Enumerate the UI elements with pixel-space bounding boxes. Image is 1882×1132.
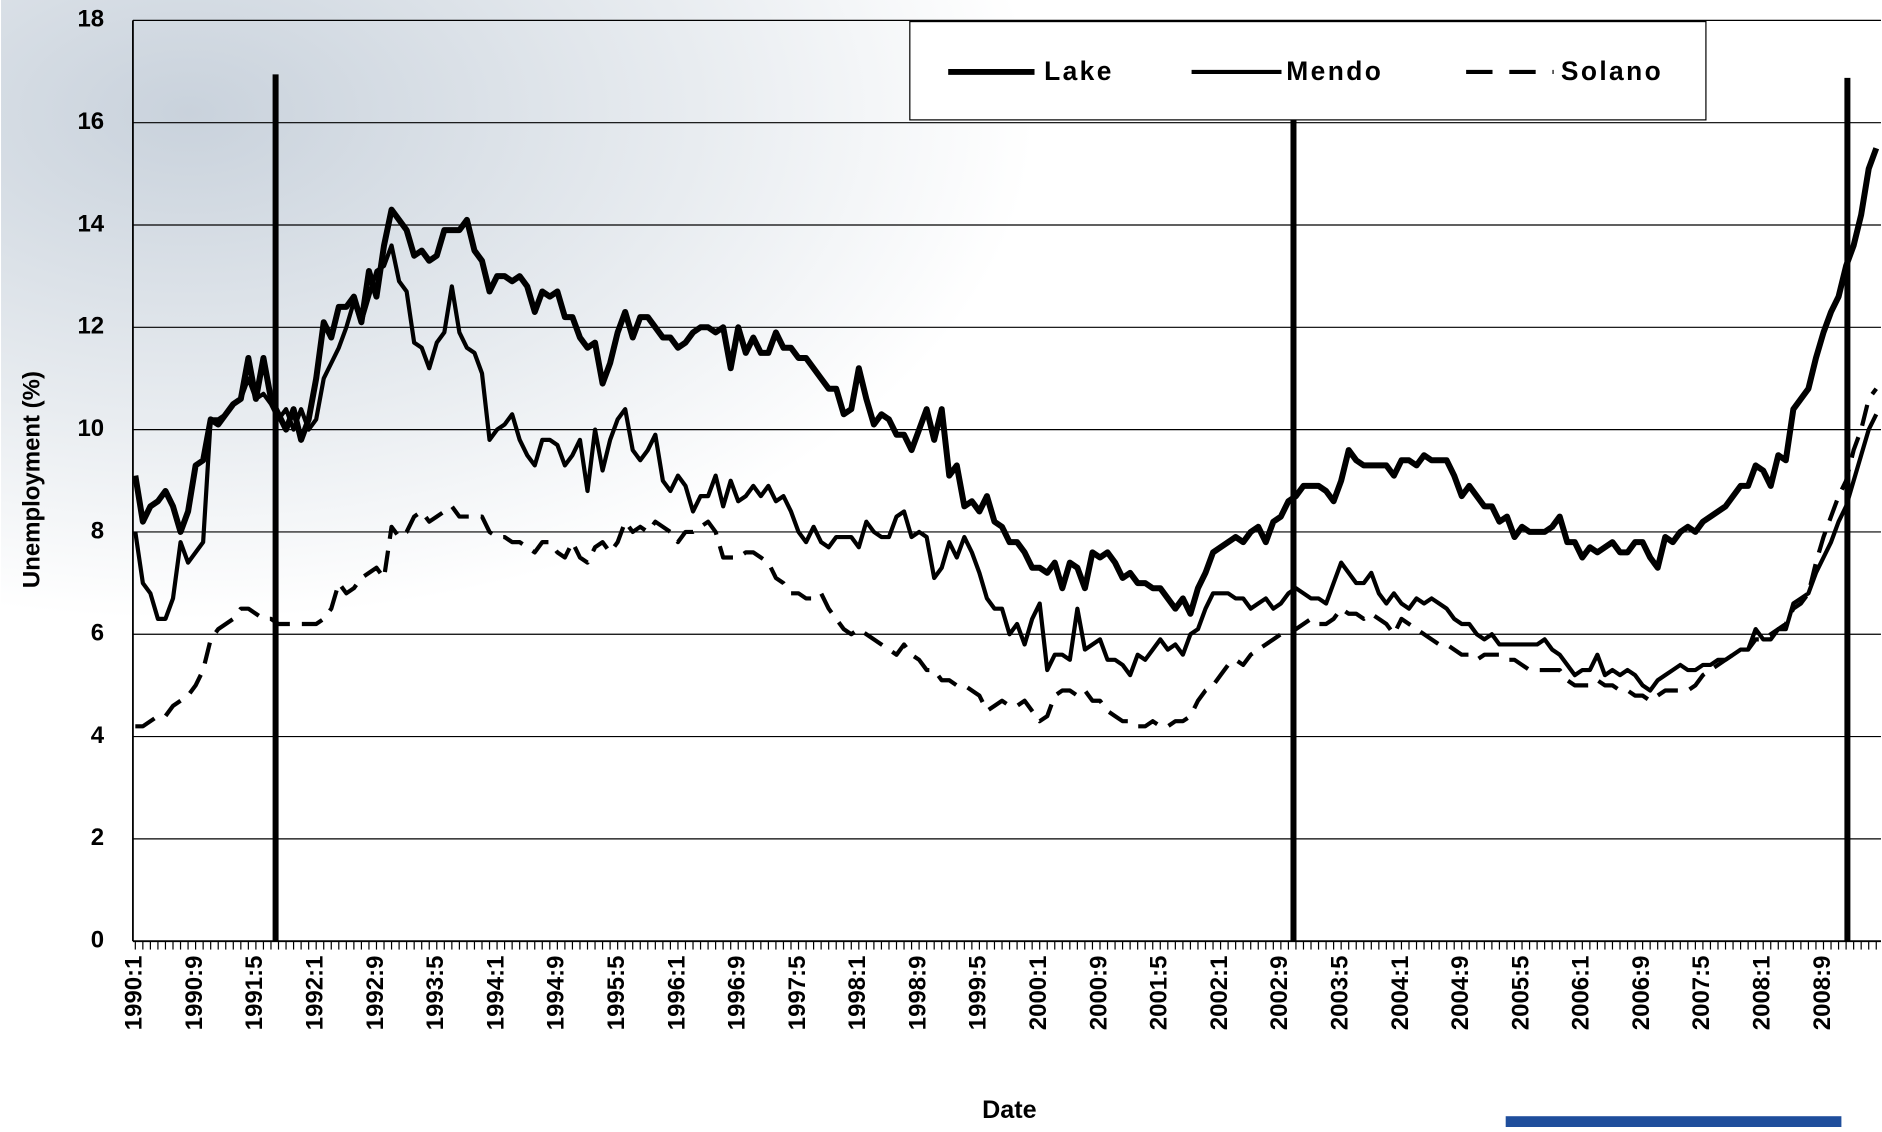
y-tick-label: 2: [91, 824, 104, 851]
legend-label: Mendo: [1286, 56, 1383, 86]
y-tick-label: 18: [77, 6, 104, 33]
series-line: [132, 147, 1880, 617]
x-tick-label: 1994:1: [482, 956, 509, 1031]
y-tick-label: 8: [91, 517, 104, 544]
x-tick-label: 2004:9: [1447, 956, 1474, 1031]
x-tick-label: 1996:1: [663, 956, 690, 1031]
x-tick-label: 1992:9: [362, 956, 389, 1031]
y-tick-label: 4: [91, 722, 105, 749]
y-tick-label: 14: [77, 210, 104, 237]
x-tick-label: 1999:5: [965, 956, 992, 1031]
x-tick-label: 2006:9: [1628, 956, 1655, 1031]
y-tick-label: 6: [91, 620, 104, 647]
legend: Lake Mendo Solano: [909, 20, 1707, 121]
y-tick-label: 12: [77, 313, 104, 340]
x-tick-label: 2003:5: [1326, 956, 1353, 1031]
x-tick-label: 2002:1: [1206, 956, 1233, 1031]
legend-label: Lake: [1044, 56, 1114, 86]
x-tick-label: 2007:5: [1688, 956, 1715, 1031]
x-tick-label: 2002:9: [1266, 956, 1293, 1031]
x-tick-label: 2000:9: [1085, 956, 1112, 1031]
x-tick-label: 2000:1: [1025, 956, 1052, 1031]
legend-box: [909, 20, 1707, 121]
x-tick-label: 2005:5: [1507, 956, 1534, 1031]
x-tick-label: 1992:1: [302, 956, 329, 1031]
x-tick-label: 1990:1: [121, 956, 148, 1031]
x-tick-label: 2001:5: [1146, 956, 1173, 1031]
series-line: [135, 387, 1878, 729]
x-tick-label: 1997:5: [784, 956, 811, 1031]
y-tick-label: 10: [77, 415, 104, 442]
x-tick-label: 2004:1: [1387, 956, 1414, 1031]
y-tick-label: 16: [77, 108, 104, 135]
y-axis-title: Unemployment (%): [18, 371, 45, 588]
series-line: [133, 243, 1879, 693]
x-tick-label: 1995:5: [603, 956, 630, 1031]
x-tick-label: 2008:1: [1749, 956, 1776, 1031]
x-tick-label: 1996:9: [724, 956, 751, 1031]
x-tick-label: 2008:9: [1809, 956, 1836, 1031]
y-tick-label: 0: [91, 926, 104, 953]
footer-bar: [1505, 1116, 1842, 1127]
legend-label: Solano: [1561, 56, 1663, 86]
x-tick-label: 1993:5: [422, 956, 449, 1031]
x-tick-label: 1990:9: [181, 956, 208, 1031]
x-tick-label: 1991:5: [241, 956, 268, 1031]
x-tick-label: 1998:1: [844, 956, 871, 1031]
x-tick-label: 1998:9: [904, 956, 931, 1031]
x-tick-label: 2006:1: [1568, 956, 1595, 1031]
x-tick-label: 1994:9: [543, 956, 570, 1031]
x-axis-title: Date: [982, 1096, 1037, 1124]
